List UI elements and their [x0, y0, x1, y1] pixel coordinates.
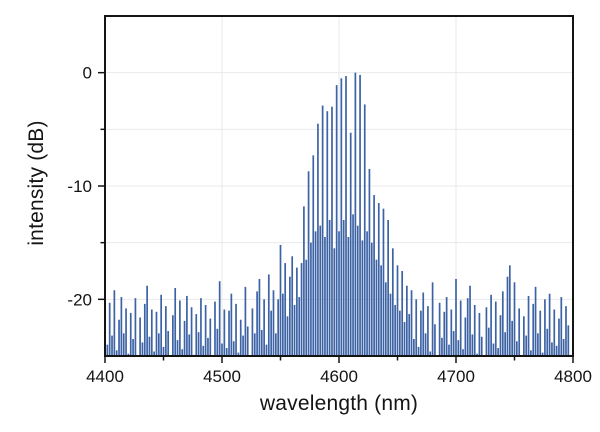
axis-frame [104, 15, 574, 357]
y-tick-label--10: -10 [67, 177, 92, 196]
tick-labels: 4400 4500 4600 4700 4800 0 -10 -20 [67, 64, 591, 386]
y-tick-label--20: -20 [67, 290, 92, 309]
x-tick-label-4400: 4400 [86, 367, 124, 386]
y-axis-label: intensity (dB) [25, 120, 48, 246]
x-tick-label-4800: 4800 [554, 367, 592, 386]
x-tick-label-4700: 4700 [437, 367, 475, 386]
x-axis-label: wavelength (nm) [259, 392, 419, 415]
x-tick-label-4600: 4600 [320, 367, 358, 386]
y-tick-label-0: 0 [83, 64, 92, 83]
x-tick-label-4500: 4500 [203, 367, 241, 386]
axis-ticks [98, 71, 574, 363]
spectrum-series [104, 72, 574, 357]
